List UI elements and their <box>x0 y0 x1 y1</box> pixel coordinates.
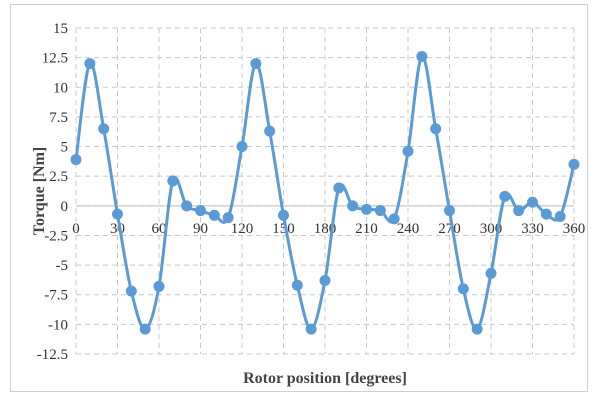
data-point <box>70 154 82 166</box>
y-tick-label: -5 <box>56 258 69 274</box>
data-point <box>153 280 165 292</box>
data-point <box>402 145 414 157</box>
x-axis-title: Rotor position [degrees] <box>243 370 407 387</box>
data-point <box>319 275 331 287</box>
x-tick-label: 90 <box>193 221 208 237</box>
y-axis-title: Torque [Nm] <box>31 147 48 235</box>
x-tick-label: 270 <box>438 221 461 237</box>
data-point <box>236 141 248 153</box>
data-point <box>540 208 552 220</box>
data-point <box>499 190 511 202</box>
y-tick-label: 7.5 <box>49 110 68 126</box>
data-point <box>208 209 220 221</box>
data-point <box>513 205 525 217</box>
data-point <box>444 205 455 217</box>
y-tick-label: 15 <box>53 21 68 37</box>
x-tick-label: 30 <box>110 221 125 237</box>
y-tick-label: -10 <box>48 317 68 333</box>
data-point <box>374 205 386 217</box>
data-point <box>125 285 137 297</box>
chart-frame <box>10 4 588 392</box>
x-tick-label: 150 <box>272 221 295 237</box>
data-point <box>139 323 151 335</box>
data-point <box>305 323 317 335</box>
data-point <box>388 213 400 225</box>
x-tick-label: 360 <box>563 221 586 237</box>
x-tick-label: 60 <box>152 221 167 237</box>
data-point <box>291 279 303 291</box>
data-point <box>98 123 110 135</box>
data-point <box>485 267 497 279</box>
x-tick-label: 240 <box>397 221 420 237</box>
y-tick-label: -12.5 <box>37 347 68 363</box>
x-tick-label: 330 <box>521 221 544 237</box>
data-point <box>416 50 428 62</box>
data-point <box>554 210 566 222</box>
y-tick-label: 5 <box>61 140 69 156</box>
data-point <box>361 203 372 215</box>
data-point <box>250 58 262 70</box>
data-point <box>278 209 289 221</box>
data-point <box>471 323 483 335</box>
data-point <box>527 196 538 208</box>
data-point <box>222 212 234 224</box>
x-tick-label: 0 <box>72 221 80 237</box>
data-point <box>195 205 206 217</box>
data-point <box>430 123 442 135</box>
data-point <box>84 58 96 70</box>
data-point <box>167 175 179 187</box>
y-tick-label: -2.5 <box>44 228 68 244</box>
y-tick-label: 0 <box>61 199 69 215</box>
y-tick-label: 12.5 <box>42 51 68 67</box>
x-tick-label: 210 <box>355 221 378 237</box>
y-tick-label: 10 <box>53 80 68 96</box>
data-point <box>333 182 345 194</box>
data-point <box>181 200 193 212</box>
data-point <box>112 208 123 220</box>
x-tick-label: 120 <box>231 221 254 237</box>
data-point <box>264 125 276 137</box>
data-point <box>457 283 469 295</box>
data-point <box>568 158 580 170</box>
data-point <box>347 200 359 212</box>
y-tick-label: -7.5 <box>44 288 68 304</box>
y-tick-label: 2.5 <box>49 169 68 185</box>
